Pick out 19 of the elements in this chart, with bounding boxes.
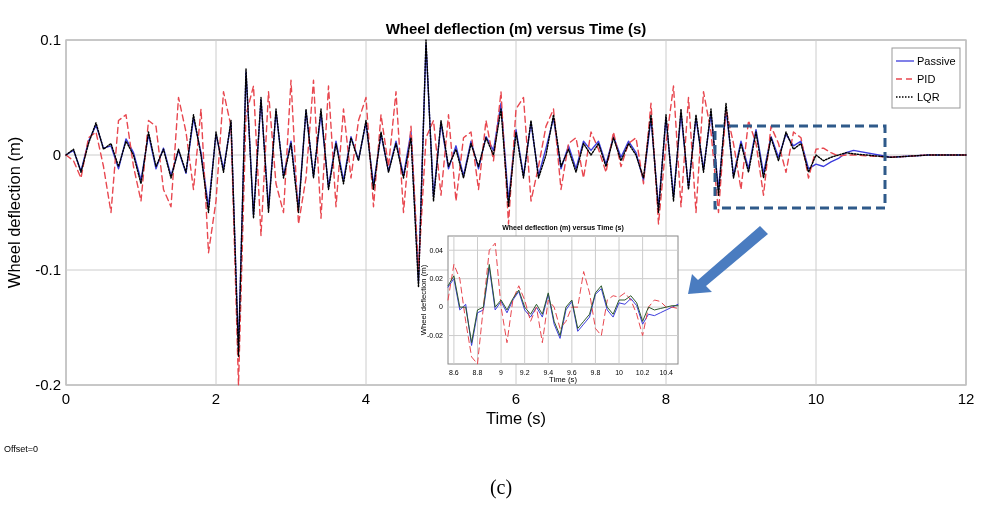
line-series xyxy=(447,242,679,365)
x-tick-label: 12 xyxy=(957,390,975,407)
legend-label: LQR xyxy=(917,91,940,103)
y-tick-label: 0.1 xyxy=(40,31,61,48)
x-tick-label: 8 xyxy=(661,390,671,407)
legend-label: Passive xyxy=(917,55,956,67)
x-tick-label: 10 xyxy=(807,390,825,407)
y-tick-label: -0.1 xyxy=(35,261,61,278)
x-axis-title: Time (s) xyxy=(486,409,546,427)
y-tick-label: -0.2 xyxy=(35,376,61,393)
x-tick-label: 6 xyxy=(511,390,521,407)
chart-title: Wheel deflection (m) versus Time (s) xyxy=(385,20,647,37)
y-tick-label: 0 xyxy=(52,146,61,163)
y-axis-title: Wheel deflection (m) xyxy=(4,136,23,289)
x-tick-label: 4 xyxy=(361,390,371,407)
text: (c) xyxy=(489,476,513,499)
legend-label: PID xyxy=(917,73,936,85)
text: Offset=0 xyxy=(4,444,39,454)
x-tick-label: 2 xyxy=(211,390,221,407)
